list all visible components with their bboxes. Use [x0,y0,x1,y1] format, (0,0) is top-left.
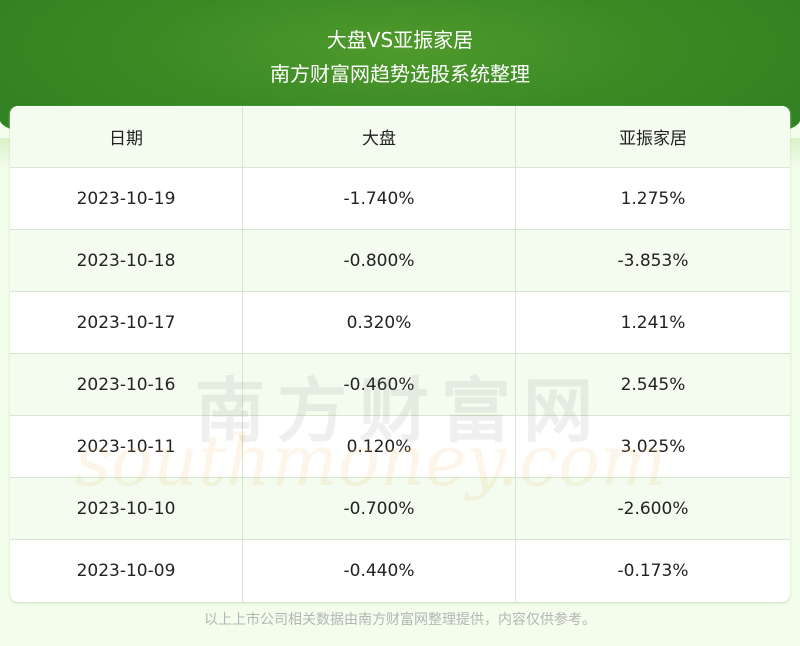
date-cell: 2023-10-16 [10,354,243,415]
market-change-cell: -1.740% [243,168,516,229]
page-title: 大盘VS亚振家居 [326,28,474,52]
column-header-stock: 亚振家居 [619,129,687,149]
stock-change-cell: 1.241% [620,312,686,333]
footer-disclaimer: 以上上市公司相关数据由南方财富网整理提供，内容仅供参考。 [204,612,596,628]
market-change-cell: 0.120% [243,416,516,477]
stock-change-cell: 3.025% [620,436,686,457]
date-cell: 2023-10-11 [10,416,243,477]
market-change-cell: -0.440% [243,540,516,602]
table-row: 2023-10-09 -0.440% -0.173% [10,540,790,602]
table-row: 2023-10-16 -0.460% 2.545% [10,354,790,416]
page-subtitle: 南方财富网趋势选股系统整理 [270,62,530,86]
stock-change-cell: -3.853% [617,250,689,271]
stock-change-cell: -0.173% [617,561,689,581]
table-header-row: 日期 大盘 亚振家居 [10,106,790,168]
market-change-cell: -0.700% [243,478,516,539]
date-cell: 2023-10-18 [10,230,243,291]
stock-change-cell: -2.600% [617,498,689,519]
date-cell: 2023-10-19 [10,168,243,229]
date-cell: 2023-10-10 [10,478,243,539]
column-header-market: 大盘 [243,106,516,167]
stock-change-cell: 2.545% [620,374,686,395]
comparison-table: 日期 大盘 亚振家居 2023-10-19 -1.740% 1.275% 2023-1… [10,106,790,602]
table-row: 2023-10-10 -0.700% -2.600% [10,478,790,540]
table-row: 2023-10-17 0.320% 1.241% [10,292,790,354]
market-change-cell: -0.460% [243,354,516,415]
stock-change-cell: 1.275% [620,188,686,209]
column-header-date: 日期 [10,106,243,167]
table-row: 2023-10-11 0.120% 3.025% [10,416,790,478]
date-cell: 2023-10-09 [10,540,243,602]
table-row: 2023-10-18 -0.800% -3.853% [10,230,790,292]
market-change-cell: -0.800% [243,230,516,291]
market-change-cell: 0.320% [243,292,516,353]
table-row: 2023-10-19 -1.740% 1.275% [10,168,790,230]
date-cell: 2023-10-17 [10,292,243,353]
